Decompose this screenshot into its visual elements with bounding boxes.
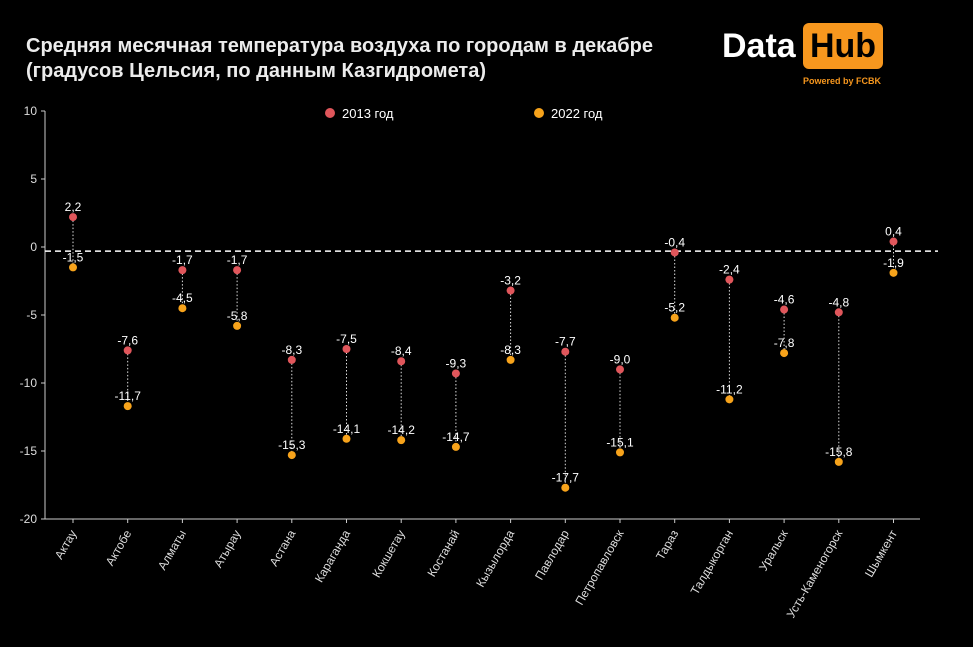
point-2013 bbox=[725, 275, 734, 284]
data-label-2022: -11,2 bbox=[716, 382, 743, 396]
x-tick-label: Атырау bbox=[211, 528, 244, 571]
data-label-2022: -5,2 bbox=[664, 301, 685, 315]
x-tick-label: Павлодар bbox=[532, 527, 572, 582]
data-label-2013: -3,2 bbox=[500, 274, 521, 288]
point-2013 bbox=[397, 357, 406, 366]
x-tick-label: Кокшетау bbox=[369, 528, 407, 581]
y-tick-label: -5 bbox=[26, 308, 37, 322]
data-label-2013: -2,4 bbox=[719, 263, 740, 277]
point-2013 bbox=[670, 248, 679, 257]
point-2022 bbox=[834, 457, 843, 466]
x-tick-label: Уральск bbox=[756, 527, 791, 574]
x-tick-label: Алматы bbox=[155, 528, 189, 573]
y-tick-label: 0 bbox=[30, 240, 37, 254]
data-label-2013: -7,6 bbox=[117, 333, 138, 347]
legend-marker-2022 bbox=[534, 108, 544, 118]
data-label-2022: -7,8 bbox=[774, 336, 795, 350]
point-2013 bbox=[834, 308, 843, 317]
x-tick-label: Усть-Каменогорск bbox=[784, 527, 846, 621]
point-2022 bbox=[616, 448, 624, 457]
data-label-2013: 2,2 bbox=[65, 200, 82, 214]
data-label-2022: -5,8 bbox=[227, 309, 248, 323]
data-label-2013: -0,4 bbox=[664, 235, 685, 249]
data-label-2022: -14,1 bbox=[333, 422, 361, 436]
point-2013 bbox=[561, 347, 570, 356]
data-label-2013: -1,7 bbox=[227, 253, 248, 267]
x-tick-label: Актау bbox=[52, 528, 80, 562]
data-label-2022: -14,2 bbox=[388, 423, 416, 437]
point-2022 bbox=[69, 263, 77, 272]
data-label-2013: -4,6 bbox=[774, 293, 795, 307]
data-label-2022: -14,7 bbox=[442, 430, 470, 444]
point-2022 bbox=[561, 483, 570, 492]
y-tick-label: 5 bbox=[30, 172, 37, 186]
x-tick-label: Тараз bbox=[653, 527, 681, 562]
x-tick-label: Костанай bbox=[425, 528, 463, 580]
data-label-2022: -4,5 bbox=[172, 291, 193, 305]
point-2022 bbox=[780, 349, 789, 358]
legend-label-2013: 2013 год bbox=[342, 106, 394, 121]
point-2013 bbox=[342, 345, 351, 353]
data-label-2013: 0,4 bbox=[885, 225, 902, 239]
data-label-2022: -15,8 bbox=[825, 445, 853, 459]
data-label-2022: -8,3 bbox=[500, 343, 521, 357]
legend-label-2022: 2022 год bbox=[551, 106, 603, 121]
point-2022 bbox=[287, 451, 296, 460]
point-2022 bbox=[233, 321, 242, 330]
point-2013 bbox=[69, 213, 77, 222]
y-tick-label: -15 bbox=[20, 444, 38, 458]
point-2013 bbox=[506, 286, 515, 295]
point-2022 bbox=[725, 395, 734, 404]
point-2013 bbox=[889, 237, 898, 246]
logo-powered-by: Powered by FCBK bbox=[803, 76, 882, 86]
point-2022 bbox=[178, 304, 187, 313]
data-label-2022: -1,9 bbox=[883, 256, 904, 270]
data-label-2013: -7,5 bbox=[336, 332, 357, 346]
point-2013 bbox=[451, 369, 460, 378]
point-2022 bbox=[889, 268, 898, 277]
data-label-2022: -15,3 bbox=[278, 438, 306, 452]
datahub-logo: Data Hub bbox=[722, 23, 884, 73]
data-label-2013: -9,0 bbox=[610, 352, 631, 366]
y-tick-label: -10 bbox=[20, 376, 38, 390]
point-2013 bbox=[616, 365, 624, 374]
x-tick-label: Петропавловск bbox=[572, 527, 627, 608]
x-tick-label: Кызылорда bbox=[473, 527, 517, 589]
x-tick-label: Актобе bbox=[103, 527, 135, 568]
point-2022 bbox=[451, 442, 460, 451]
point-2022 bbox=[342, 434, 351, 443]
point-2013 bbox=[287, 355, 296, 364]
data-label-2013: -7,7 bbox=[555, 335, 576, 349]
data-label-2022: -1,5 bbox=[63, 250, 84, 264]
data-label-2022: -15,1 bbox=[606, 435, 634, 449]
logo-data-text: Data bbox=[722, 27, 796, 65]
y-tick-label: 10 bbox=[24, 104, 38, 118]
data-label-2013: -4,8 bbox=[828, 295, 849, 309]
data-label-2013: -1,7 bbox=[172, 253, 193, 267]
data-label-2022: -17,7 bbox=[552, 471, 580, 485]
data-label-2013: -9,3 bbox=[446, 356, 467, 370]
x-tick-label: Караганда bbox=[312, 527, 353, 585]
point-2013 bbox=[233, 266, 242, 275]
point-2022 bbox=[397, 436, 406, 445]
y-tick-label: -20 bbox=[20, 512, 38, 526]
point-2013 bbox=[780, 305, 789, 314]
x-tick-label: Астана bbox=[267, 527, 299, 568]
x-tick-label: Талдыкорган bbox=[688, 528, 736, 598]
legend-marker-2013 bbox=[325, 108, 335, 118]
data-label-2022: -11,7 bbox=[114, 389, 141, 403]
data-label-2013: -8,4 bbox=[391, 344, 412, 358]
point-2013 bbox=[123, 346, 132, 355]
logo-hub-badge: Hub bbox=[803, 23, 883, 69]
point-2022 bbox=[123, 402, 132, 411]
chart-title: Средняя месячная температура воздуха по … bbox=[26, 34, 666, 84]
data-label-2013: -8,3 bbox=[281, 343, 302, 357]
x-tick-label: Шымкент bbox=[862, 527, 900, 580]
chart-title-line2: (градусов Цельсия, по данным Казгидромет… bbox=[26, 60, 487, 82]
point-2022 bbox=[670, 313, 679, 322]
chart-title-line1: Средняя месячная температура воздуха по … bbox=[26, 35, 653, 57]
point-2022 bbox=[506, 355, 515, 364]
point-2013 bbox=[178, 266, 187, 275]
